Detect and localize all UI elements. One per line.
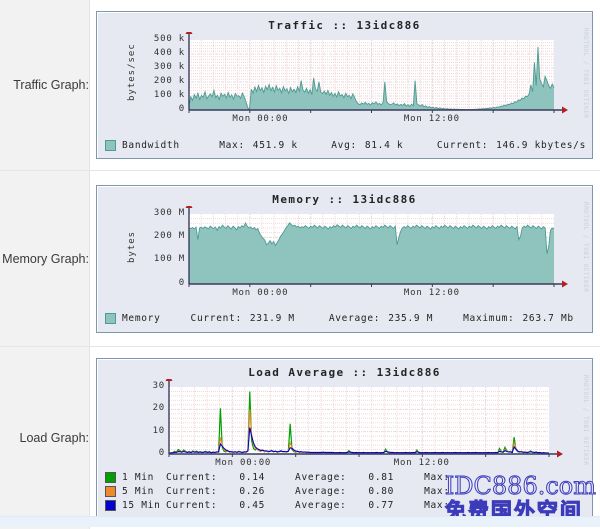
load-15min-max-label: Max: bbox=[424, 499, 450, 511]
legend-row-5min: 5 Min Current: 0.26 Average: 0.80 Max: bbox=[105, 484, 586, 498]
legend-row-1min: 1 Min Current: 0.14 Average: 0.81 Max: bbox=[105, 470, 586, 484]
y-tick-label: 300 k bbox=[153, 62, 185, 72]
y-tick-label: 0 bbox=[178, 104, 185, 114]
load-15min-average-value: 0.77 bbox=[368, 499, 395, 511]
y-tick-label: 500 k bbox=[153, 34, 185, 44]
y-tick-label: 100 k bbox=[153, 90, 185, 100]
x-tick-label: Mon 12:00 bbox=[393, 458, 450, 468]
load-15min-current-label: Current: bbox=[166, 499, 218, 511]
traffic-avg-label: Avg: bbox=[331, 139, 357, 151]
row-divider bbox=[0, 170, 600, 171]
load-15min-color-swatch bbox=[105, 499, 116, 511]
load-5min-label: 5 Min bbox=[122, 485, 155, 497]
memory-current-value: 231.9 M bbox=[249, 313, 295, 324]
load-1min-current-label: Current: bbox=[166, 471, 218, 483]
y-tick-label: 300 M bbox=[153, 207, 185, 218]
load-legend: 1 Min Current: 0.14 Average: 0.81 Max: 5 bbox=[105, 470, 586, 512]
rrdtool-watermark: RRDTOOL / TOBI OETIKER bbox=[582, 28, 589, 119]
traffic-plot-area: 500 k 400 k 300 k 200 k 100 k 0 bytes/sec Mon 0… bbox=[97, 32, 594, 128]
memory-rrd-panel[interactable]: Memory :: 13idc886 RRDTOOL / TOBI OETIKE… bbox=[96, 184, 594, 333]
load-1min-color-swatch bbox=[105, 471, 116, 483]
load-15min-current-value: 0.45 bbox=[239, 499, 266, 511]
y-tick-label: 0 bbox=[178, 277, 185, 288]
load-1min-average-label: Average: bbox=[295, 471, 347, 483]
traffic-current-value: 146.9 kbytes/s bbox=[496, 139, 586, 151]
x-tick-label: Mon 12:00 bbox=[403, 287, 460, 298]
memory-chart-title: Memory :: 13idc886 bbox=[272, 192, 417, 206]
load-rrd-panel[interactable]: Load Average :: 13idc886 RRDTOOL / TOBI … bbox=[96, 358, 593, 518]
load-15min-label: 15 Min bbox=[122, 499, 161, 511]
load-5min-color-swatch bbox=[105, 485, 116, 497]
memory-maximum-label: Maximum: bbox=[463, 313, 515, 324]
load-chart-title: Load Average :: 13idc886 bbox=[248, 366, 441, 379]
y-axis-title: bytes bbox=[127, 230, 137, 263]
legend-row-15min: 15 Min Current: 0.45 Average: 0.77 Max: bbox=[105, 498, 586, 512]
y-axis-title: bytes/sec bbox=[127, 43, 137, 102]
traffic-legend: Bandwidth Max: 451.9 k Avg: 81.4 k Curre… bbox=[105, 138, 586, 152]
memory-average-value: 235.9 M bbox=[388, 313, 434, 324]
memory-average-label: Average: bbox=[328, 313, 381, 324]
y-tick-label: 20 bbox=[152, 403, 165, 414]
load-5min-max-label: Max: bbox=[424, 485, 450, 497]
x-tick-label: Mon 00:00 bbox=[232, 287, 289, 298]
memory-graph-label-cell: Memory Graph: bbox=[0, 171, 90, 346]
memory-graph-label: Memory Graph: bbox=[2, 251, 89, 266]
load-plot-area: 30 20 10 0 Mon 00:00 Mon 12:00 bbox=[97, 379, 594, 471]
x-tick-label: Mon 00:00 bbox=[215, 458, 272, 468]
memory-plot-area: 300 M 200 M 100 M 0 bytes Mon 00:00 Mon 12:00 bbox=[97, 205, 594, 302]
load-15min-average-label: Average: bbox=[295, 499, 347, 511]
load-5min-current-label: Current: bbox=[166, 485, 218, 497]
y-tick-label: 100 M bbox=[153, 254, 185, 265]
rrdtool-watermark: RRDTOOL / TOBI OETIKER bbox=[582, 375, 589, 466]
bandwidth-series-label: Bandwidth bbox=[122, 139, 180, 151]
load-graph-row: Load Graph: Load Average :: 13idc886 RRD… bbox=[0, 347, 600, 529]
traffic-graph-row: Traffic Graph: Traffic :: 13idc886 RRDTO… bbox=[0, 0, 600, 170]
load-5min-current-value: 0.26 bbox=[239, 485, 266, 497]
memory-series-label: Memory bbox=[122, 313, 161, 324]
y-tick-label: 30 bbox=[152, 381, 165, 391]
traffic-current-label: Current: bbox=[436, 139, 489, 151]
load-graph-cell: Load Average :: 13idc886 RRDTOOL / TOBI … bbox=[90, 347, 600, 529]
y-tick-label: 0 bbox=[158, 448, 165, 458]
traffic-max-value: 451.9 k bbox=[252, 139, 298, 151]
traffic-graph-label: Traffic Graph: bbox=[13, 78, 89, 92]
memory-legend: Memory Current: 231.9 M Average: 235.9 M… bbox=[105, 312, 586, 326]
memory-graph-row: Memory Graph: Memory :: 13idc886 RRDTOOL… bbox=[0, 171, 600, 346]
bottom-band bbox=[0, 516, 600, 527]
traffic-avg-value: 81.4 k bbox=[364, 139, 404, 151]
traffic-graph-label-cell: Traffic Graph: bbox=[0, 0, 90, 170]
bandwidth-color-swatch bbox=[105, 139, 116, 151]
load-5min-average-label: Average: bbox=[295, 485, 347, 497]
load-graph-label-cell: Load Graph: bbox=[0, 347, 90, 529]
memory-color-swatch bbox=[105, 313, 116, 324]
load-1min-average-value: 0.81 bbox=[368, 471, 395, 483]
row-divider bbox=[0, 346, 600, 347]
load-graph-label: Load Graph: bbox=[19, 431, 90, 445]
traffic-max-label: Max: bbox=[219, 139, 245, 151]
rrdtool-watermark: RRDTOOL / TOBI OETIKER bbox=[582, 201, 589, 292]
load-1min-max-label: Max: bbox=[424, 471, 450, 483]
traffic-graph-cell: Traffic :: 13idc886 RRDTOOL / TOBI OETIK… bbox=[90, 0, 600, 170]
memory-graph-cell: Memory :: 13idc886 RRDTOOL / TOBI OETIKE… bbox=[90, 171, 600, 346]
x-tick-label: Mon 12:00 bbox=[403, 114, 460, 124]
load-5min-average-value: 0.80 bbox=[368, 485, 395, 497]
memory-current-label: Current: bbox=[190, 313, 242, 324]
load-1min-label: 1 Min bbox=[122, 471, 155, 483]
load-1min-current-value: 0.14 bbox=[239, 471, 266, 483]
traffic-chart-title: Traffic :: 13idc886 bbox=[268, 19, 421, 32]
y-tick-label: 400 k bbox=[153, 48, 185, 58]
x-tick-label: Mon 00:00 bbox=[232, 114, 289, 124]
y-tick-label: 200 k bbox=[153, 76, 185, 86]
memory-maximum-value: 263.7 Mb bbox=[522, 313, 574, 324]
y-tick-label: 200 M bbox=[153, 230, 185, 241]
traffic-rrd-panel[interactable]: Traffic :: 13idc886 RRDTOOL / TOBI OETIK… bbox=[96, 11, 593, 159]
y-tick-label: 10 bbox=[152, 425, 165, 436]
